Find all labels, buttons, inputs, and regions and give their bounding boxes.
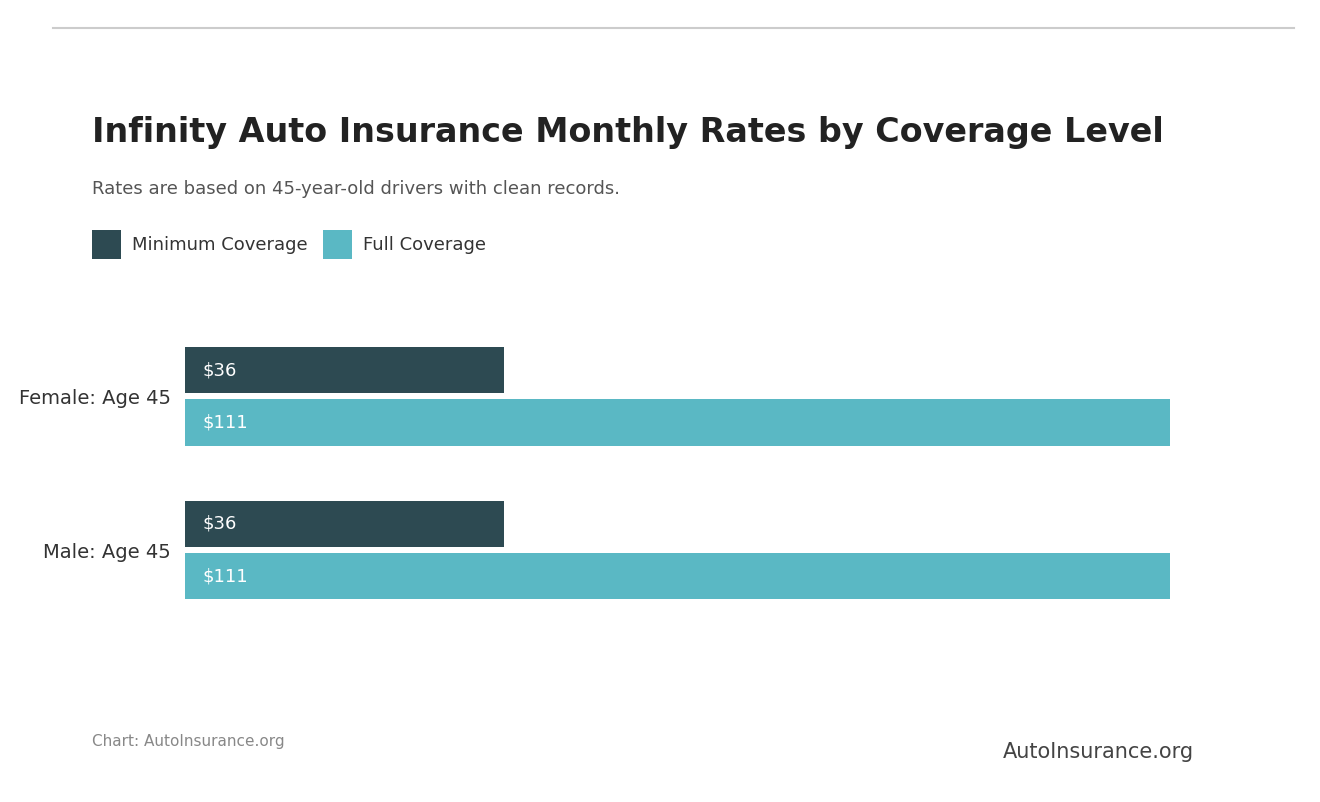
Text: Minimum Coverage: Minimum Coverage — [132, 236, 308, 253]
Text: Infinity Auto Insurance Monthly Rates by Coverage Level: Infinity Auto Insurance Monthly Rates by… — [92, 116, 1164, 149]
Text: Full Coverage: Full Coverage — [363, 236, 486, 253]
Text: $111: $111 — [202, 567, 248, 585]
Text: $111: $111 — [202, 414, 248, 431]
Text: $36: $36 — [202, 515, 236, 533]
Bar — [185, 500, 504, 547]
Text: Rates are based on 45-year-old drivers with clean records.: Rates are based on 45-year-old drivers w… — [92, 180, 620, 198]
Text: AutoInsurance.org: AutoInsurance.org — [1003, 742, 1195, 762]
Bar — [185, 347, 504, 393]
Bar — [185, 399, 1170, 446]
Text: Chart: AutoInsurance.org: Chart: AutoInsurance.org — [92, 734, 285, 749]
Bar — [185, 553, 1170, 599]
Text: $36: $36 — [202, 361, 236, 379]
